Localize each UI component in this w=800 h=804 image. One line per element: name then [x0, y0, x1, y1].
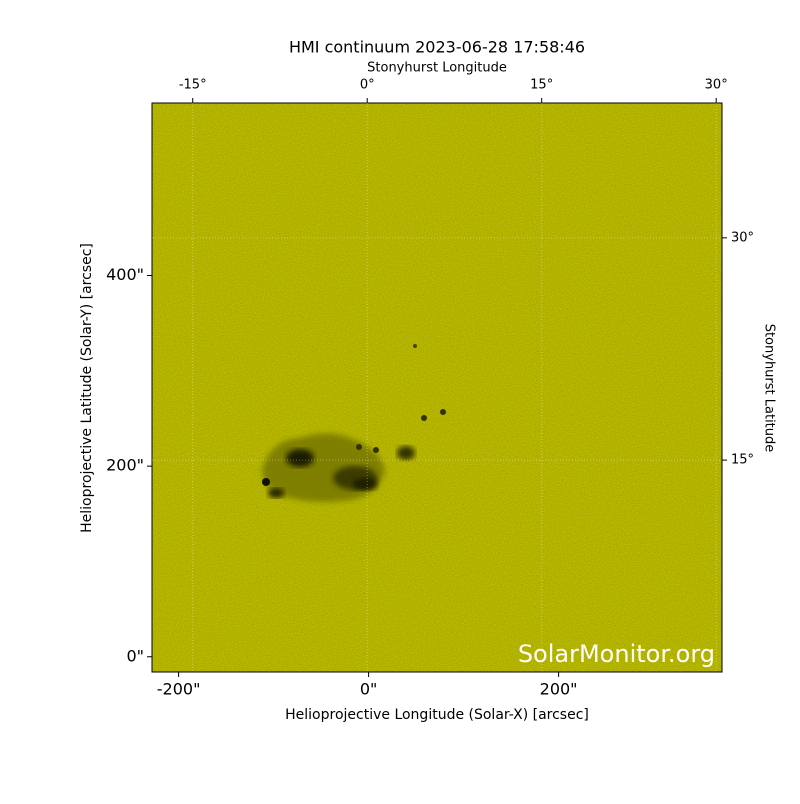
sunspot-group — [262, 344, 446, 503]
x2-tick-label: 30° — [705, 78, 728, 93]
y-tick-label: 0" — [126, 646, 144, 665]
x-tick-label: 200" — [540, 680, 578, 699]
y2-tick-label: 15° — [731, 453, 754, 468]
x-tick-label: 0" — [360, 680, 378, 699]
watermark: SolarMonitor.org — [518, 640, 715, 668]
x2-tick-label: -15° — [179, 78, 207, 93]
x-tick-label: -200" — [157, 680, 201, 699]
x2-tick-label: 0° — [360, 78, 375, 93]
y2-tick-label: 30° — [731, 230, 754, 245]
x-axis-label: Helioprojective Longitude (Solar-X) [arc… — [285, 707, 589, 723]
image-noise — [152, 103, 722, 672]
x2-tick-label: 15° — [530, 78, 553, 93]
y-tick-label: 200" — [106, 456, 144, 475]
plot-frame — [151, 102, 723, 673]
x2-axis-label: Stonyhurst Longitude — [367, 61, 507, 76]
y2-axis-label: Stonyhurst Latitude — [762, 324, 777, 453]
chart-title: HMI continuum 2023-06-28 17:58:46 — [289, 38, 585, 57]
y-tick-label: 400" — [106, 265, 144, 284]
y-axis-label: Helioprojective Latitude (Solar-Y) [arcs… — [79, 243, 95, 533]
